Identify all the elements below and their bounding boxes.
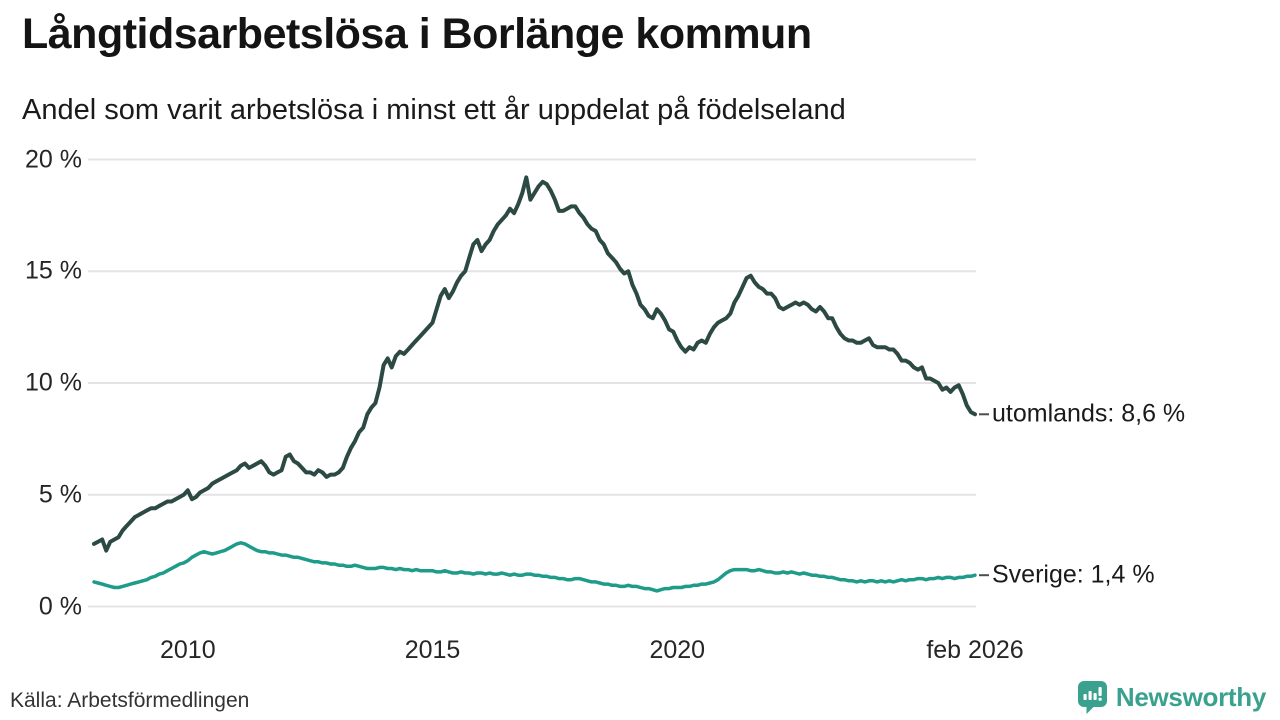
y-axis-tick-label: 20 % (25, 145, 82, 173)
series-end-label-utomlands: utomlands: 8,6 % (992, 399, 1186, 428)
x-axis-tick-label: 2015 (404, 636, 461, 664)
page-title: Långtidsarbetslösa i Borlänge kommun (22, 10, 812, 58)
series-line-utomlands (92, 175, 977, 553)
series-end-label-sverige: Sverige: 1,4 % (992, 560, 1155, 589)
y-axis-tick-label: 0 % (38, 592, 82, 620)
x-axis-tick-label: feb 2026 (926, 636, 1024, 664)
newsworthy-logo: Newsworthy (1077, 680, 1266, 714)
y-axis-tick-label: 15 % (25, 256, 82, 285)
chart-subtitle: Andel som varit arbetslösa i minst ett å… (22, 94, 846, 126)
newsworthy-logo-text: Newsworthy (1115, 681, 1266, 712)
x-axis-tick-label: 2020 (649, 636, 706, 664)
newsworthy-bar-chart-pin-icon (1077, 681, 1107, 714)
source-note: Källa: Arbetsförmedlingen (10, 689, 250, 712)
x-axis-tick-label: 2010 (159, 636, 216, 664)
series-line-Sverige (92, 541, 977, 593)
y-axis-tick-label: 10 % (25, 368, 82, 397)
y-axis-tick-label: 5 % (38, 480, 82, 509)
